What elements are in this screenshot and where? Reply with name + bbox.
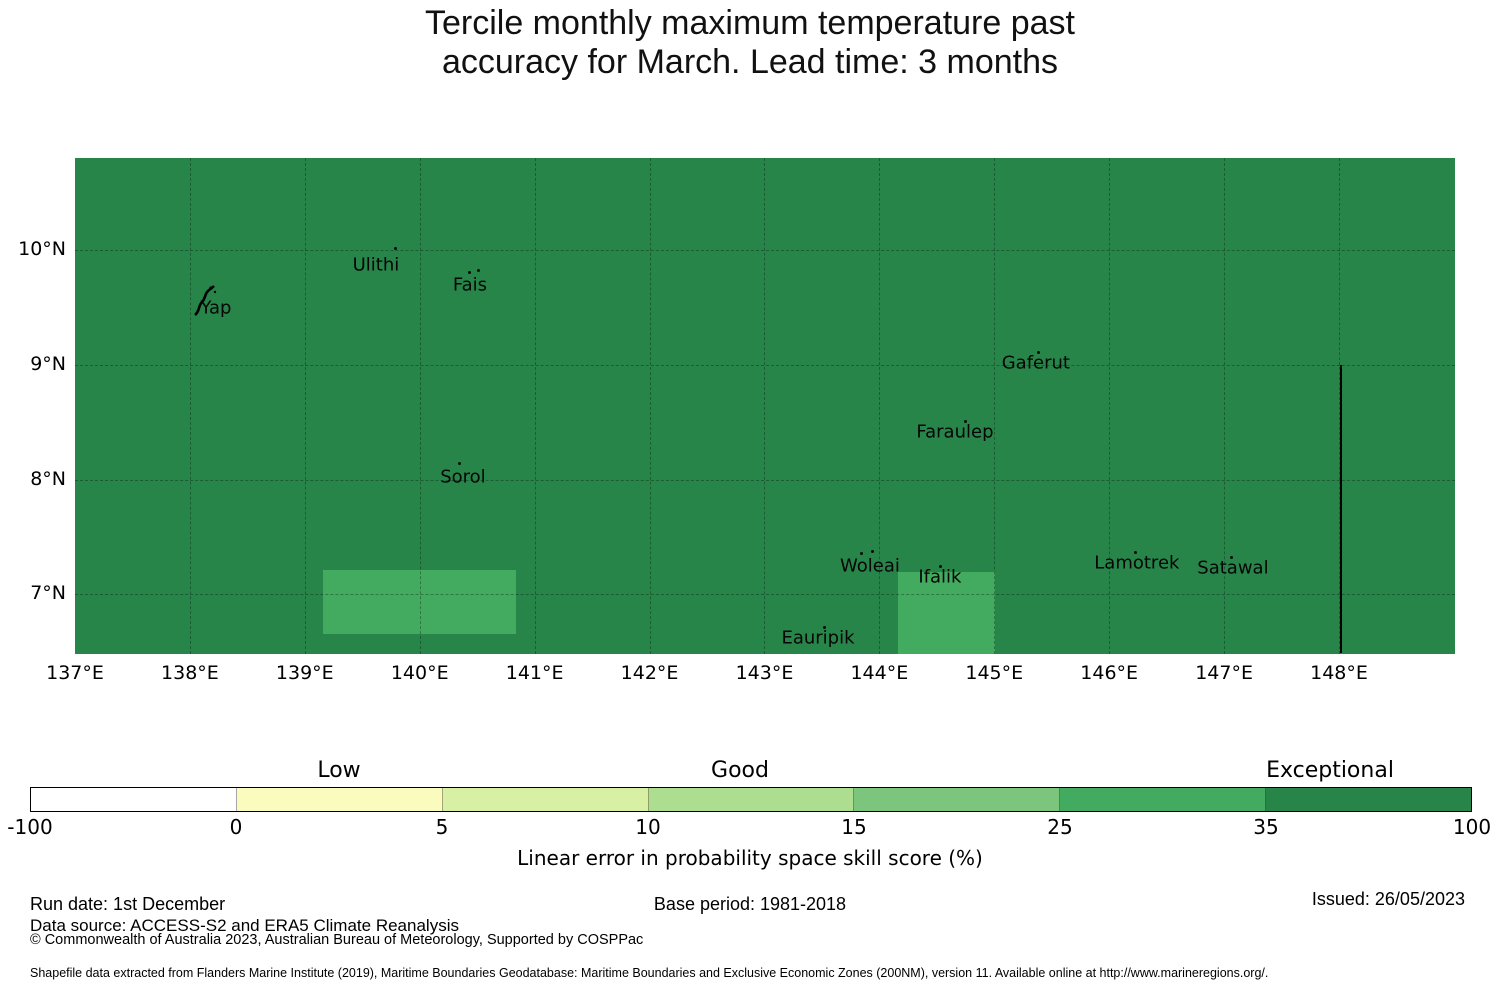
footer-data-source: Data source: ACCESS-S2 and ERA5 Climate … — [30, 916, 459, 935]
footer-shapefile-note: Shapefile data extracted from Flanders M… — [30, 966, 1269, 980]
island-marker-dot — [963, 419, 967, 423]
island-marker-dot — [1229, 555, 1233, 559]
x-axis-tick-label: 142°E — [620, 662, 679, 684]
colorbar-tick-label: -100 — [7, 815, 53, 839]
island-label-ulithi: Ulithi — [352, 254, 400, 276]
y-axis-tick-label: 9°N — [30, 352, 66, 375]
colorbar-tick-label: 25 — [1047, 815, 1073, 839]
island-marker-dot — [823, 626, 826, 630]
colorbar-tick-label: 10 — [635, 815, 661, 839]
island-marker-dot — [457, 461, 461, 465]
island-label-fais: Fais — [452, 274, 487, 296]
colorbar-tick-label: 5 — [435, 815, 449, 839]
island-marker-dot — [859, 552, 863, 556]
eez-boundary-line — [1339, 364, 1342, 653]
island-label-sorol: Sorol — [440, 466, 486, 488]
x-axis-tick-label: 148°E — [1310, 662, 1368, 684]
x-axis-tick-label: 139°E — [275, 662, 334, 684]
map-gridline-vertical — [764, 158, 766, 654]
colorbar-segment — [236, 788, 443, 811]
x-axis-tick-label: 145°E — [965, 662, 1024, 684]
colorbar-tick-label: 15 — [841, 815, 867, 839]
footer-base-period: Base period: 1981-2018 — [653, 894, 847, 914]
x-axis-tick-label: 146°E — [1080, 662, 1139, 684]
colorbar-category-label: Good — [711, 758, 769, 783]
footer-run-date: Run date: 1st December — [30, 894, 226, 914]
footer-copyright: © Commonwealth of Australia 2023, Austra… — [30, 932, 644, 948]
island-label-yap: Yap — [200, 297, 232, 319]
x-axis-tick-label: 147°E — [1195, 662, 1253, 684]
map-gridline-vertical — [189, 158, 191, 654]
map-gridline-vertical — [1224, 158, 1226, 654]
colorbar-category-label: Exceptional — [1266, 758, 1394, 783]
y-axis-tick-label: 10°N — [18, 238, 66, 260]
island-marker-dot — [393, 247, 397, 251]
island-marker-dot — [870, 550, 874, 554]
chart-title: Tercile monthly maximum temperature past… — [0, 4, 1500, 82]
colorbar-segment — [1266, 788, 1472, 811]
colorbar-segment — [1060, 788, 1267, 811]
chart-title-line2: accuracy for March. Lead time: 3 months — [441, 43, 1059, 81]
map-gridline-vertical — [304, 158, 306, 654]
map-gridline-vertical — [1109, 158, 1111, 654]
map-region-patch-west — [322, 570, 517, 635]
x-axis-tick-label: 138°E — [161, 662, 219, 684]
island-marker-dot — [1036, 351, 1040, 355]
colorbar-segment — [648, 788, 855, 811]
map-gridline-vertical — [534, 158, 536, 654]
map-gridline-vertical — [649, 158, 651, 654]
map-gridline-vertical — [879, 158, 881, 654]
island-label-ifalik: Ifalik — [918, 566, 962, 588]
x-axis-tick-label: 140°E — [390, 662, 449, 684]
map-gridline-vertical — [419, 158, 421, 654]
island-label-woleai: Woleai — [840, 555, 900, 577]
map-area: Yap Ulithi Fais Sorol Gaferut Faraulep Woleai I… — [75, 158, 1455, 654]
map-gridline-horizontal — [75, 479, 1455, 481]
colorbar-tick-label: 35 — [1253, 815, 1279, 839]
colorbar-tick-label: 100 — [1452, 815, 1492, 839]
island-label-satawal: Satawal — [1197, 557, 1269, 579]
x-axis-tick-label: 143°E — [735, 662, 794, 684]
island-label-faraulep: Faraulep — [916, 421, 994, 443]
island-marker-dot — [467, 271, 471, 274]
colorbar — [30, 787, 1472, 812]
y-axis-tick-label: 8°N — [30, 467, 66, 490]
island-marker-dot — [938, 565, 942, 569]
colorbar-segment — [31, 788, 237, 811]
map-gridline-vertical — [994, 158, 996, 654]
colorbar-axis-label: Linear error in probability space skill … — [517, 846, 983, 870]
colorbar-segment — [442, 788, 649, 811]
x-axis-tick-label: 137°E — [46, 662, 104, 684]
map-gridline-vertical — [1339, 158, 1340, 654]
colorbar-category-label: Low — [317, 758, 361, 783]
island-marker-dot — [1133, 551, 1137, 555]
yap-island-glyph — [190, 284, 220, 323]
chart-title-line1: Tercile monthly maximum temperature past — [424, 4, 1075, 42]
map-region-patch-east — [897, 572, 995, 654]
island-marker-dot — [476, 269, 480, 272]
x-axis-tick-label: 141°E — [505, 662, 564, 684]
island-label-gaferut: Gaferut — [1001, 352, 1070, 374]
footer-issued: Issued: 26/05/2023 — [1311, 889, 1465, 909]
map-gridline-horizontal — [75, 364, 1455, 366]
map-gridline-horizontal — [75, 250, 1455, 251]
colorbar-tick-label: 0 — [229, 815, 243, 839]
island-label-eauripik: Eauripik — [781, 627, 855, 649]
map-gridline-horizontal — [75, 594, 1455, 596]
y-axis-tick-label: 7°N — [30, 582, 66, 605]
x-axis-tick-label: 144°E — [850, 662, 909, 684]
island-label-lamotrek: Lamotrek — [1094, 552, 1180, 574]
colorbar-segment — [854, 788, 1061, 811]
